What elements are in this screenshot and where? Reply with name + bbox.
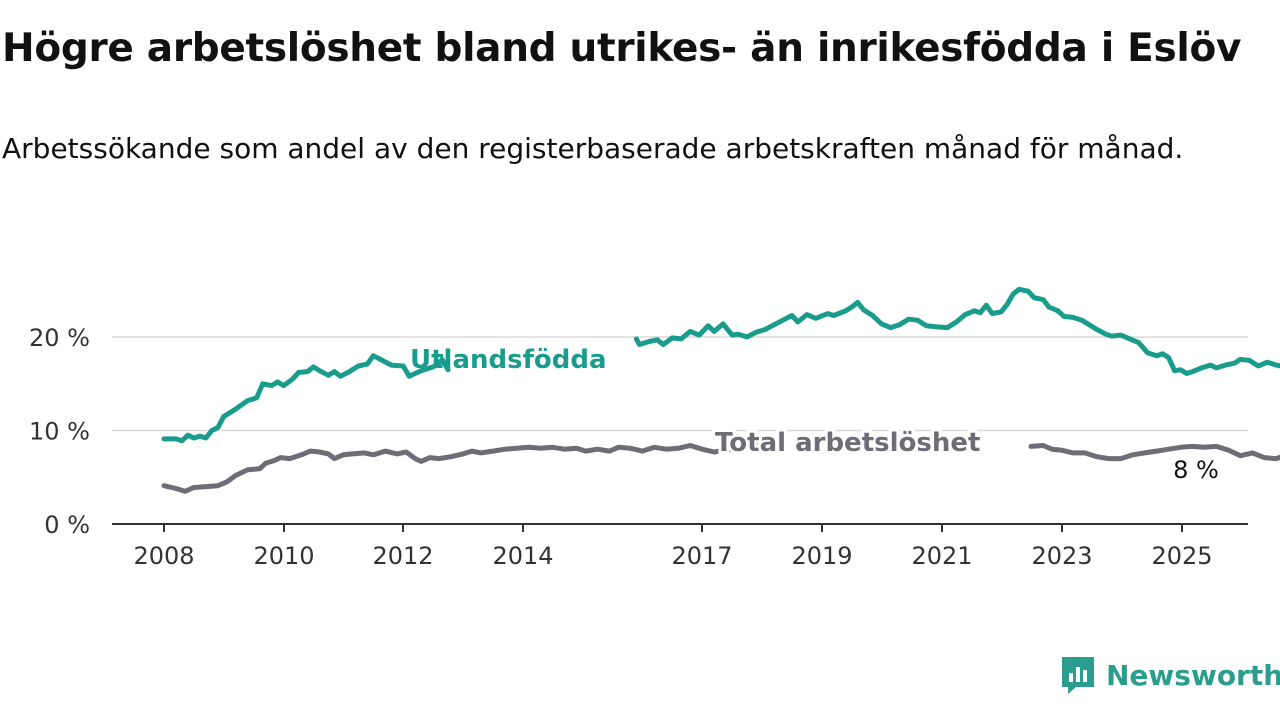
y-tick-label: 10 %: [29, 418, 90, 446]
total-line: [161, 442, 765, 494]
total-line: [1028, 443, 1280, 462]
series-label-utlandsfodda: Utlandsfödda: [410, 345, 607, 375]
x-tick-label: 2010: [253, 542, 314, 570]
chart-title: Högre arbetslöshet bland utrikes- än inr…: [2, 26, 1242, 71]
utlandsfodda-line: [633, 286, 1280, 376]
brand-logo: Newsworthy: [1060, 654, 1280, 696]
x-tick-label: 2023: [1031, 542, 1092, 570]
newsworthy-logo-icon: [1062, 657, 1094, 694]
brand-name: Newsworthy: [1106, 658, 1280, 692]
chart-subtitle: Arbetssökande som andel av den registerb…: [2, 132, 1184, 165]
x-tick-label: 2019: [791, 542, 852, 570]
x-tick-label: 2025: [1151, 542, 1212, 570]
end-value-label: 8 %: [1173, 456, 1219, 484]
x-tick-label: 2014: [492, 542, 553, 570]
x-tick-label: 2012: [372, 542, 433, 570]
utlandsfodda-line: [161, 353, 451, 444]
x-tick-label: 2021: [911, 542, 972, 570]
series-label-total: Total arbetslöshet: [715, 428, 980, 458]
y-tick-label: 20 %: [29, 324, 90, 352]
x-tick-label: 2008: [133, 542, 194, 570]
y-tick-label: 0 %: [44, 511, 90, 539]
x-tick-label: 2017: [671, 542, 732, 570]
